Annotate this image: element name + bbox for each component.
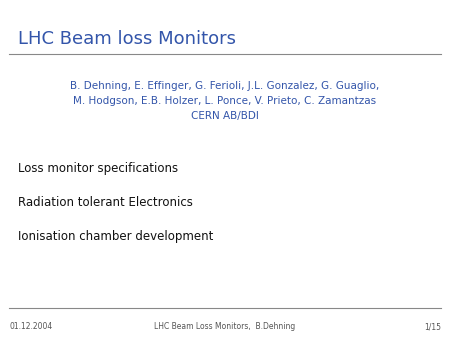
Text: Ionisation chamber development: Ionisation chamber development — [18, 230, 213, 243]
Text: B. Dehning, E. Effinger, G. Ferioli, J.L. Gonzalez, G. Guaglio,
M. Hodgson, E.B.: B. Dehning, E. Effinger, G. Ferioli, J.L… — [70, 81, 380, 121]
Text: 01.12.2004: 01.12.2004 — [9, 322, 52, 331]
Text: LHC Beam Loss Monitors,  B.Dehning: LHC Beam Loss Monitors, B.Dehning — [154, 322, 296, 331]
Text: 1/15: 1/15 — [424, 322, 441, 331]
Text: Loss monitor specifications: Loss monitor specifications — [18, 162, 178, 175]
Text: LHC Beam loss Monitors: LHC Beam loss Monitors — [18, 30, 236, 48]
Text: Radiation tolerant Electronics: Radiation tolerant Electronics — [18, 196, 193, 209]
